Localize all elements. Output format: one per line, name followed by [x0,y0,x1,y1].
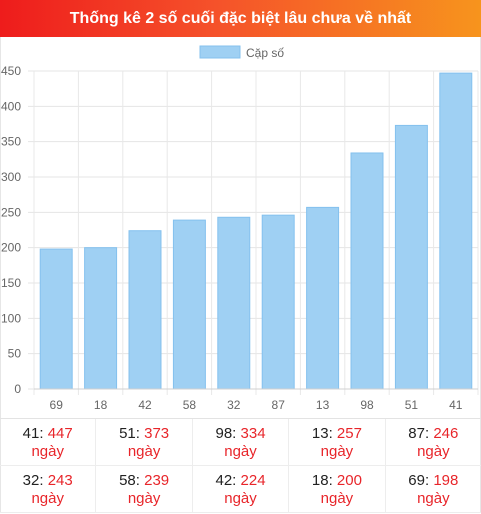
bar [217,216,251,390]
stat-unit: ngày [31,490,64,507]
chart-header: Thống kê 2 số cuối đặc biệt lâu chưa về … [0,0,481,37]
stat-value: 239 [144,472,170,489]
x-tick-label: 18 [94,398,108,412]
bar [394,124,428,390]
stat-number: 58 [119,472,136,489]
stat-cell: 98: 334 ngày [193,419,290,465]
x-tick-label: 98 [360,398,374,412]
y-tick-label: 450 [1,64,21,78]
x-tick-label: 41 [449,398,463,412]
stat-unit: ngày [127,490,161,507]
y-tick-label: 50 [8,347,22,361]
x-tick-label: 69 [50,398,64,412]
stats-row: 41: 447 ngày 51: 373 ngày 98: 334 ngày 1… [0,419,481,466]
bar [306,206,340,390]
stat-number: 51 [119,425,136,442]
stats-row: 32: 243 ngày 58: 239 ngày 42: 224 ngày 1… [0,466,481,513]
legend-label: Cặp số [246,46,284,60]
chart-title: Thống kê 2 số cuối đặc biệt lâu chưa về … [69,9,412,27]
stat-unit: ngày [320,490,354,507]
bar [172,219,206,390]
bar [261,214,295,390]
stat-number: 13 [311,425,329,442]
stat-value: 447 [47,425,73,442]
bar [128,230,162,390]
stat-value: 243 [47,472,73,489]
x-tick-label: 51 [405,398,419,412]
stat-value: 198 [433,472,459,489]
y-tick-label: 100 [1,311,21,325]
stat-cell: 51: 373 ngày [96,419,193,465]
y-tick-label: 400 [1,99,21,113]
bar [39,248,73,390]
legend-swatch [199,45,241,59]
stat-number: 18 [311,472,329,489]
y-tick-label: 300 [1,170,21,184]
stat-cell: 18: 200 ngày [289,466,386,512]
stats-table: 41: 447 ngày 51: 373 ngày 98: 334 ngày 1… [0,418,481,514]
stat-value: 246 [433,425,459,442]
stat-number: 87 [408,425,425,442]
stat-value: 334 [240,425,266,442]
stat-number: 42 [215,472,233,489]
stat-cell: 41: 447 ngày [0,419,97,465]
bar [84,247,118,390]
x-tick-label: 42 [138,398,152,412]
x-tick-label: 58 [183,398,197,412]
stat-cell: 87: 246 ngày [408,425,459,460]
stat-number: 98 [215,425,233,442]
stat-cell: 42: 224 ngày [193,466,290,512]
y-tick-label: 250 [1,205,21,219]
stat-unit: ngày [31,443,64,460]
stat-number: 69 [408,472,425,489]
x-tick-label: 13 [316,398,330,412]
stat-cell: 13: 257 ngày [289,419,386,465]
x-tick-label: 32 [227,398,241,412]
stat-value: 257 [336,425,362,442]
stat-unit: ngày [224,490,257,507]
stat-value: 373 [144,425,170,442]
y-tick-label: 150 [1,276,21,290]
stat-cell: 69: 198 ngày [408,472,459,507]
bar-chart: 0 50 100 150 200 250 300 350 400 450 69 18 42 58 32 87 1… [1,45,479,412]
stat-unit: ngày [320,443,354,460]
stat-cell: 32: 243 ngày [0,466,97,512]
x-tick-label: 87 [272,398,286,412]
bar [439,72,473,390]
stat-number: 41 [22,425,40,442]
stat-unit: ngày [417,490,450,507]
stat-cell: 58: 239 ngày [96,466,193,512]
stat-value: 200 [336,472,362,489]
stat-unit: ngày [224,443,257,460]
stat-number: 32 [22,472,40,489]
y-tick-label: 200 [1,241,21,255]
stat-unit: ngày [417,443,450,460]
stat-value: 224 [240,472,266,489]
y-tick-label: 0 [14,382,21,396]
y-tick-label: 350 [1,135,21,149]
stat-unit: ngày [127,443,161,460]
bar [350,152,384,390]
